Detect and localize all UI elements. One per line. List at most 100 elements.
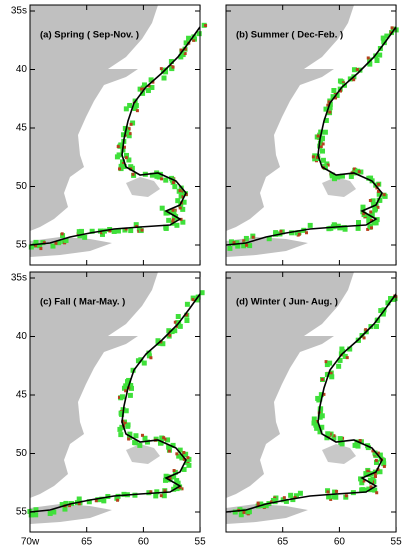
obs-red <box>179 217 183 221</box>
obs-green <box>129 165 135 171</box>
obs-red <box>178 206 182 210</box>
obs-green <box>86 499 92 505</box>
obs-green <box>184 301 190 307</box>
obs-green <box>126 377 132 383</box>
obs-red <box>60 232 64 236</box>
obs-green <box>241 243 247 249</box>
obs-green <box>89 228 95 234</box>
obs-green <box>121 491 127 497</box>
obs-green <box>122 125 128 131</box>
obs-green <box>137 442 143 448</box>
obs-green <box>118 410 124 416</box>
obs-red <box>334 96 338 100</box>
obs-green <box>175 314 181 320</box>
map-panel: (a) Spring ( Sep-Nov. ) 35s 40 45 50 55 <box>11 4 208 266</box>
obs-green <box>367 57 373 63</box>
obs-red <box>181 195 185 199</box>
obs-green <box>133 222 139 228</box>
obs-green <box>28 512 34 518</box>
obs-green <box>359 487 365 493</box>
obs-red <box>376 189 380 193</box>
obs-red <box>315 155 319 159</box>
obs-green <box>263 503 269 509</box>
obs-green <box>314 425 320 431</box>
obs-red <box>322 392 326 396</box>
obs-green <box>227 245 233 251</box>
obs-red <box>329 371 333 375</box>
obs-red <box>297 232 301 236</box>
obs-red <box>180 189 184 193</box>
obs-green <box>175 198 181 204</box>
obs-green <box>370 198 376 204</box>
latitude-label: 45 <box>16 390 28 401</box>
obs-green <box>186 462 192 468</box>
obs-red <box>159 494 163 498</box>
obs-green <box>382 193 388 199</box>
obs-green <box>154 489 160 495</box>
obs-green <box>330 94 336 100</box>
obs-green <box>76 496 82 502</box>
latitude-label: 55 <box>16 507 28 518</box>
obs-green <box>130 367 136 373</box>
obs-red <box>175 324 179 328</box>
obs-green <box>317 396 323 402</box>
obs-red <box>54 241 58 245</box>
obs-red <box>168 476 172 480</box>
obs-green <box>288 492 294 498</box>
panel-frame <box>225 271 397 533</box>
obs-red <box>374 458 378 462</box>
obs-green <box>377 469 383 475</box>
obs-red <box>357 170 361 174</box>
obs-green <box>180 206 186 212</box>
obs-red <box>376 205 380 209</box>
latitude-label: 35s <box>11 273 27 284</box>
longitude-label: 55 <box>391 537 403 548</box>
land <box>226 5 354 231</box>
obs-green <box>363 471 369 477</box>
obs-green <box>118 163 124 169</box>
obs-red <box>163 489 167 493</box>
obs-green <box>171 474 177 480</box>
obs-green <box>380 35 386 41</box>
obs-red <box>324 360 328 364</box>
obs-red <box>68 504 72 508</box>
obs-green <box>355 225 361 231</box>
obs-red <box>173 320 177 324</box>
obs-green <box>149 84 155 90</box>
obs-green <box>174 222 180 228</box>
obs-red <box>335 489 339 493</box>
obs-green <box>318 129 324 135</box>
obs-red <box>293 495 297 499</box>
obs-green <box>127 434 133 440</box>
obs-green <box>331 435 337 441</box>
obs-green <box>60 233 66 239</box>
obs-red <box>124 156 128 160</box>
obs-green <box>327 360 333 366</box>
obs-green <box>125 423 131 429</box>
obs-green <box>129 385 135 391</box>
obs-green <box>329 172 335 178</box>
obs-red <box>326 163 330 167</box>
shelf-break <box>225 26 397 246</box>
longitude-label: 60 <box>334 537 346 548</box>
obs-red <box>282 496 286 500</box>
obs-red <box>373 475 377 479</box>
obs-green <box>235 243 241 249</box>
obs-green <box>130 120 136 126</box>
obs-red <box>182 451 186 455</box>
obs-green <box>176 453 182 459</box>
obs-green <box>243 235 249 241</box>
obs-green <box>159 205 165 211</box>
obs-green <box>347 346 353 352</box>
obs-green <box>123 408 129 414</box>
obs-red <box>373 472 377 476</box>
obs-green <box>123 106 129 112</box>
obs-red <box>178 486 182 490</box>
obs-green <box>56 240 62 246</box>
obs-red <box>159 67 163 71</box>
latitude-label: 40 <box>16 331 28 342</box>
obs-red <box>321 142 325 146</box>
obs-green <box>158 440 164 446</box>
obs-green <box>161 75 167 81</box>
obs-green <box>328 225 334 231</box>
